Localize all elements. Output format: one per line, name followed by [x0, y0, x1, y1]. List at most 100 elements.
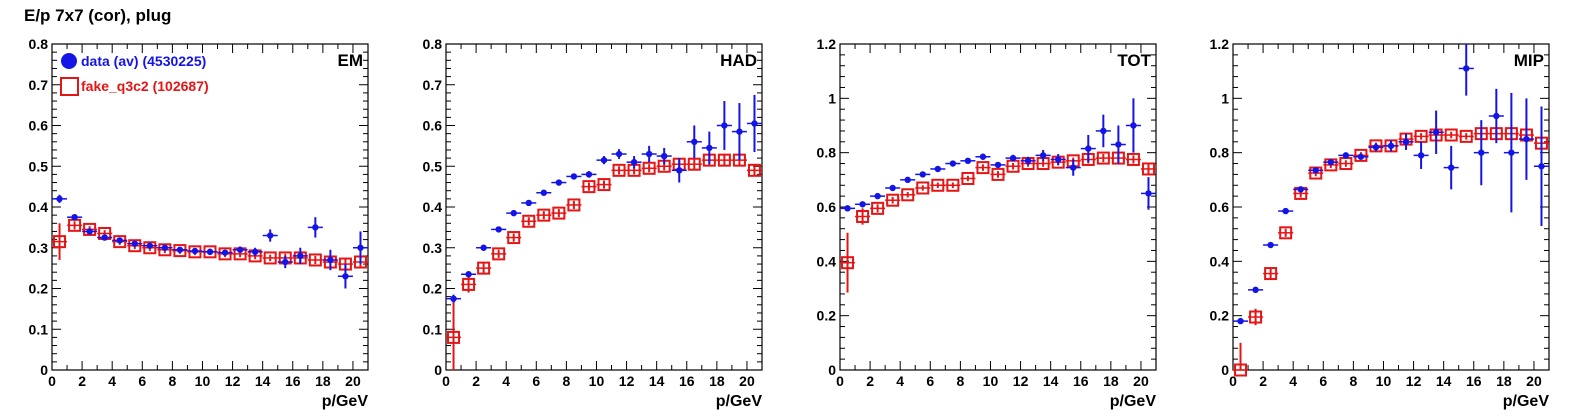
- data-point: [1538, 163, 1545, 170]
- fake-point: [218, 247, 232, 261]
- fake-point: [916, 181, 930, 195]
- fake-point: [717, 153, 731, 167]
- data-point: [146, 242, 154, 249]
- y-tick-label: 0.7: [423, 77, 443, 93]
- y-tick-label: 1: [1221, 90, 1229, 106]
- data-point: [585, 171, 593, 178]
- y-tick-label: 0.4: [817, 253, 837, 269]
- x-tick-label: 10: [589, 373, 605, 389]
- plot-frame-mip: [1232, 43, 1550, 371]
- panel-label: HAD: [720, 51, 757, 70]
- x-tick-label: 8: [956, 373, 964, 389]
- fake-point: [143, 241, 157, 255]
- data-point: [56, 195, 63, 203]
- y-tick-label: 1: [828, 90, 836, 106]
- fake-point: [597, 178, 611, 192]
- y-tick-label: 0.6: [29, 118, 49, 134]
- data-point: [645, 150, 653, 158]
- fake-point: [642, 161, 656, 175]
- y-tick-label: 0.8: [1210, 145, 1230, 161]
- x-tick-label: 12: [1013, 373, 1029, 389]
- x-tick-label: 16: [285, 373, 301, 389]
- data-point: [706, 144, 713, 152]
- y-tick-label: 0.6: [817, 199, 837, 215]
- fake-point: [961, 171, 975, 185]
- x-tick-label: 4: [502, 373, 510, 389]
- x-tick-label: 14: [649, 373, 665, 389]
- data-point: [1508, 149, 1515, 156]
- data-point: [525, 199, 532, 207]
- x-tick-label: 16: [1466, 373, 1482, 389]
- plot-frame-had: [445, 43, 763, 371]
- x-tick-label: 6: [138, 373, 146, 389]
- panel-label: MIP: [1514, 51, 1544, 70]
- x-tick-label: 14: [255, 373, 271, 389]
- y-tick-label: 0: [40, 362, 48, 378]
- fake-point: [991, 167, 1005, 181]
- y-tick-label: 0.6: [1210, 199, 1230, 215]
- x-tick-label: 18: [1103, 373, 1119, 389]
- fake-point: [263, 251, 277, 265]
- data-point: [327, 256, 334, 264]
- data-point: [676, 167, 683, 174]
- y-tick-label: 0.3: [29, 240, 49, 256]
- x-tick-label: 10: [983, 373, 999, 389]
- data-point: [615, 150, 623, 158]
- legend-data-marker-icon: [61, 53, 77, 69]
- data-point: [251, 248, 259, 256]
- fake-point: [188, 245, 202, 259]
- y-tick-label: 0.1: [29, 321, 49, 337]
- fake-point: [1279, 226, 1293, 240]
- y-tick-label: 0.2: [1210, 308, 1230, 324]
- x-tick-label: 14: [1043, 373, 1059, 389]
- x-tick-label: 16: [1073, 373, 1089, 389]
- data-point: [1070, 164, 1077, 171]
- y-tick-label: 0: [828, 362, 836, 378]
- data-point: [844, 205, 851, 212]
- x-axis-label: p/GeV: [1110, 393, 1157, 410]
- x-tick-label: 10: [195, 373, 211, 389]
- x-tick-label: 2: [472, 373, 480, 389]
- fake-point: [567, 198, 581, 212]
- y-tick-label: 0: [434, 362, 442, 378]
- data-point: [1009, 154, 1017, 162]
- data-point: [1478, 149, 1485, 156]
- data-point: [889, 184, 896, 192]
- data-point: [101, 234, 108, 241]
- data-point: [86, 228, 93, 235]
- x-tick-label: 8: [168, 373, 176, 389]
- fake-point: [537, 208, 551, 222]
- data-point: [1417, 152, 1425, 159]
- data-point: [161, 244, 169, 251]
- data-point: [600, 156, 608, 164]
- y-tick-label: 0.4: [423, 199, 443, 215]
- y-tick-label: 0.1: [423, 321, 443, 337]
- x-tick-label: 20: [1133, 373, 1149, 389]
- data-point: [1493, 112, 1500, 120]
- x-tick-label: 0: [1229, 373, 1237, 389]
- data-point: [71, 213, 78, 221]
- y-tick-label: 0.5: [423, 158, 443, 174]
- x-tick-label: 6: [532, 373, 540, 389]
- data-point: [131, 240, 138, 247]
- fake-point: [976, 161, 990, 175]
- figure-title: E/p 7x7 (cor), plug: [24, 6, 172, 25]
- y-tick-label: 0.4: [29, 199, 49, 215]
- fake-point: [582, 180, 596, 194]
- data-point: [1100, 127, 1107, 135]
- x-tick-label: 12: [1406, 373, 1422, 389]
- data-point: [206, 248, 214, 256]
- y-tick-label: 0.4: [1210, 253, 1230, 269]
- fake-point: [886, 193, 900, 207]
- x-tick-label: 2: [1259, 373, 1267, 389]
- data-point: [450, 295, 457, 302]
- fake-point: [308, 253, 322, 267]
- data-point: [465, 271, 472, 278]
- data-point: [919, 171, 926, 178]
- x-tick-label: 20: [739, 373, 755, 389]
- legend-fake-label: fake_q3c2 (102687): [81, 78, 209, 94]
- data-point: [1085, 145, 1092, 152]
- fake-point: [841, 256, 855, 270]
- data-point: [979, 153, 987, 160]
